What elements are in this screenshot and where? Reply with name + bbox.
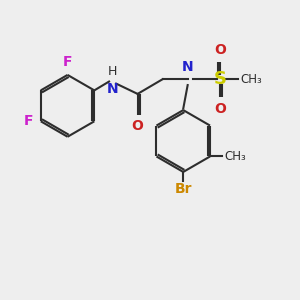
Text: N: N: [182, 60, 194, 74]
Text: F: F: [63, 55, 72, 69]
Text: H: H: [108, 65, 117, 78]
Text: S: S: [214, 70, 226, 88]
Text: CH₃: CH₃: [225, 150, 247, 163]
Text: F: F: [24, 114, 33, 128]
Text: O: O: [132, 119, 144, 133]
Text: O: O: [214, 102, 226, 116]
Text: O: O: [214, 43, 226, 56]
Text: Br: Br: [175, 182, 192, 196]
Text: N: N: [107, 82, 118, 96]
Text: CH₃: CH₃: [241, 73, 262, 86]
